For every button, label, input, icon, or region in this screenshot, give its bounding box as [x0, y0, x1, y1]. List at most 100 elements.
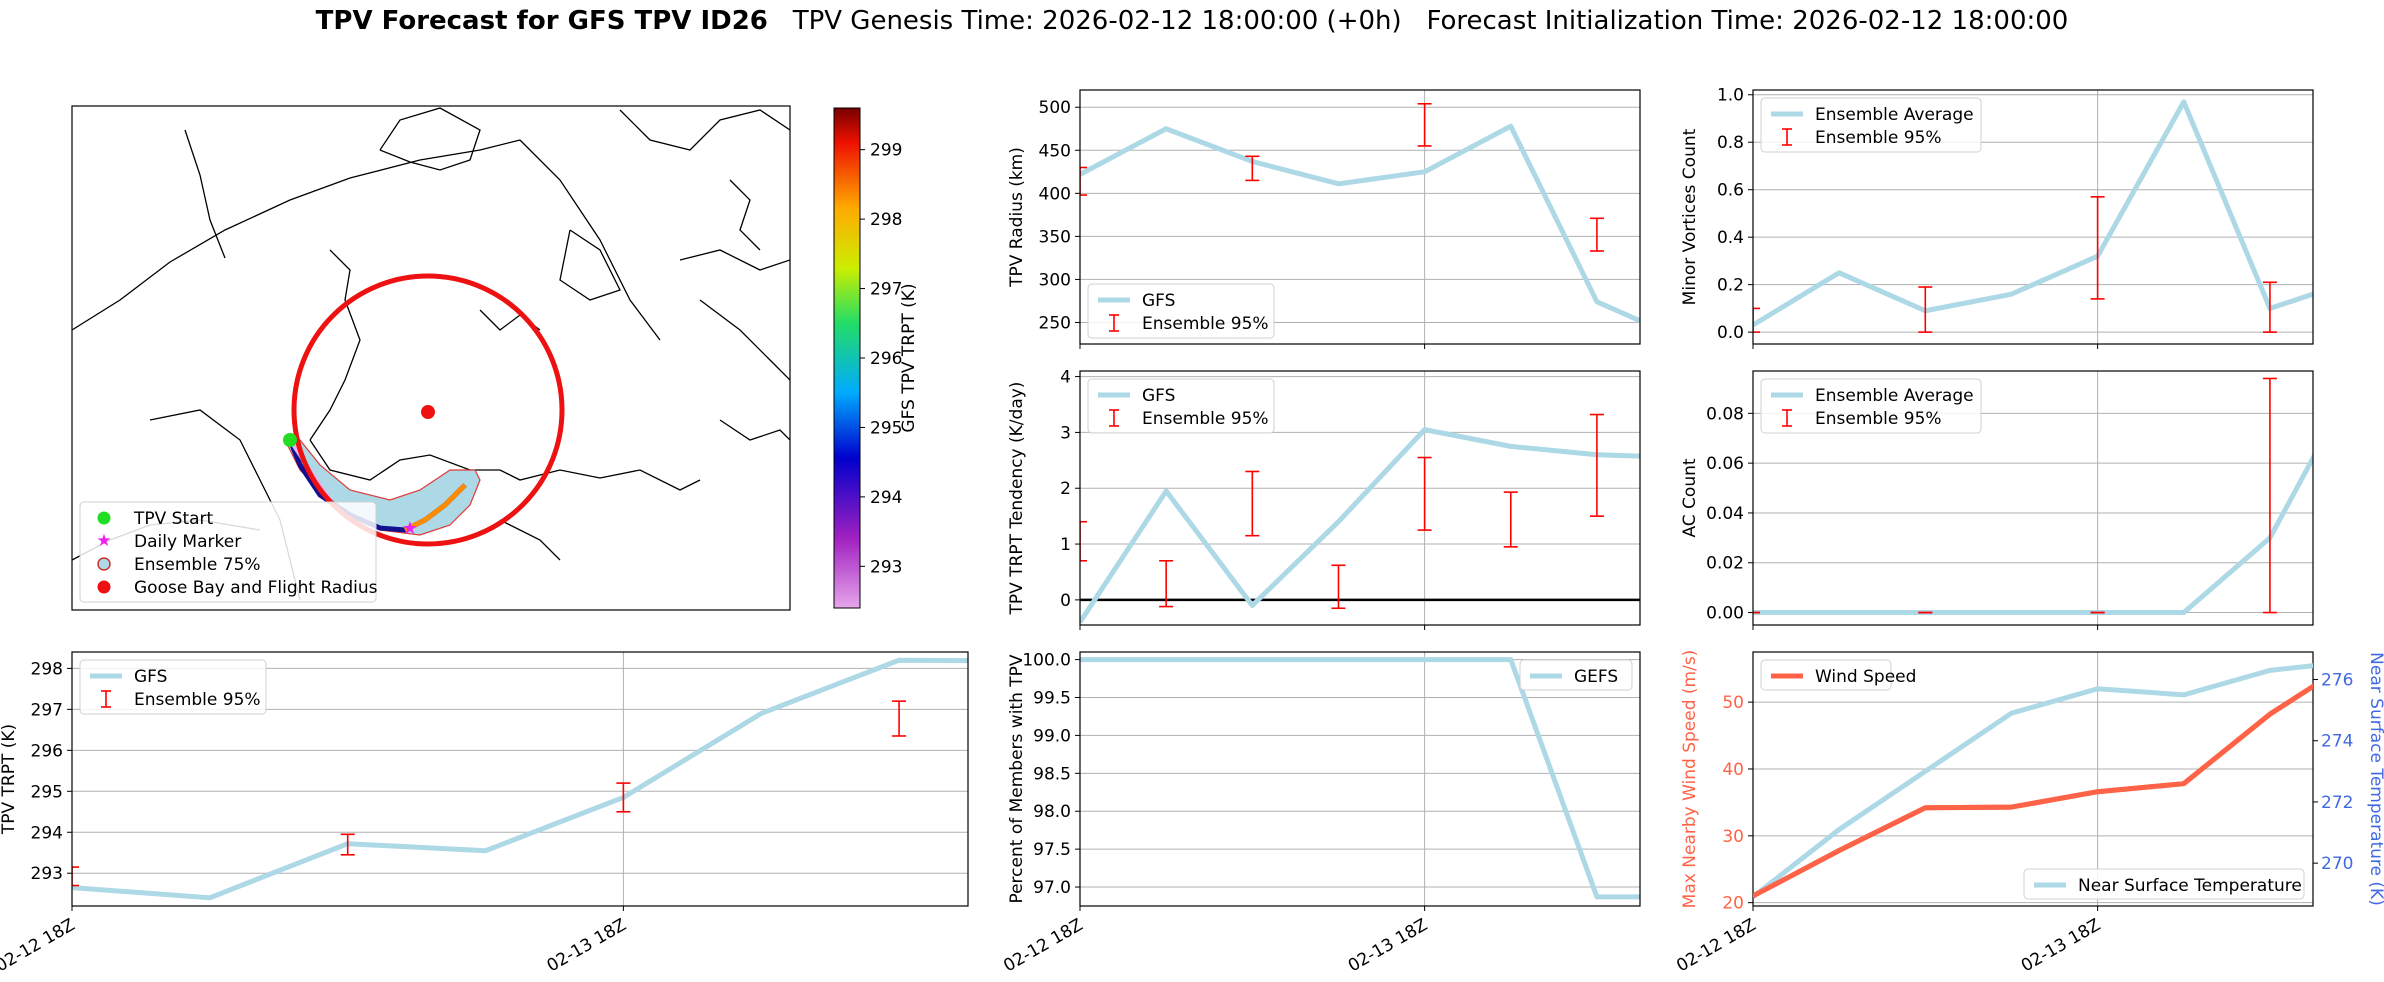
legend-label: Ensemble Average — [1815, 386, 1974, 406]
y-tick-label: 0.06 — [1706, 454, 1744, 474]
x-tick-label: 02-13 18Z — [2018, 915, 2104, 976]
y-axis-label: Minor Vortices Count — [1680, 128, 1700, 305]
errorbar — [2262, 281, 2277, 333]
legend-marker-ensemble — [97, 557, 111, 571]
y-tick-label: 99.5 — [1033, 688, 1071, 708]
daily-marker: ★ — [402, 518, 418, 539]
coastline-path — [699, 299, 790, 381]
errorbar — [1503, 491, 1518, 548]
series-line-gfs — [72, 657, 968, 901]
y-axis-label: TPV TRPT Tendency (K/day) — [1007, 382, 1027, 616]
x-tick-label: 02-13 18Z — [544, 915, 630, 976]
legend-marker-daily: ★ — [96, 531, 111, 551]
map-legend: TPV Start ★ Daily Marker Ensemble 75% Goose … — [79, 501, 378, 603]
y-tick-label: 400 — [1039, 184, 1071, 204]
y-tick-label: 30 — [1722, 827, 1744, 847]
x-tick-label: 02-13 18Z — [1345, 915, 1431, 976]
axes-frame — [1079, 370, 1641, 626]
legend-members: GEFS — [1519, 659, 1633, 691]
legend-label: Ensemble 95% — [134, 690, 261, 710]
goose-bay-marker — [421, 405, 435, 419]
y-tick-label-right: 274 — [2321, 732, 2353, 752]
coastline-path — [719, 419, 790, 441]
y-tick-label: 0.08 — [1706, 404, 1744, 424]
y-tick-label: 0.8 — [1717, 133, 1744, 153]
flight-radius-circle — [291, 273, 565, 547]
legend-label: Ensemble Average — [1815, 105, 1974, 125]
panel-wind: 20 30 40 50 02-12 18Z 02-13 18Z Max Nearby Win… — [1673, 650, 2384, 977]
colorbar-tick-label: 296 — [870, 349, 902, 369]
legend-label: GFS — [134, 667, 167, 687]
coastline-path — [309, 439, 701, 491]
panel-tendency: 0 1 2 3 4 TPV TRPT Tendency (K/day) — [1007, 368, 1641, 630]
legend-label: GFS — [1142, 386, 1175, 406]
errorbar — [1245, 155, 1260, 182]
colorbar-label: GFS TPV TRPT (K) — [899, 283, 919, 432]
y-axis-label: Max Nearby Wind Speed (m/s) — [1680, 650, 1700, 909]
legend-label: Ensemble 95% — [1142, 409, 1269, 429]
y-tick-label-right: 272 — [2321, 793, 2353, 813]
y-tick-label: 0.6 — [1717, 181, 1744, 201]
y-axis-label: Percent of Members with TPV — [1007, 654, 1027, 903]
y-tick-label: 100.0 — [1022, 651, 1071, 671]
series-line-ensemble-average — [1753, 452, 2313, 616]
errorbar — [616, 782, 631, 813]
tpv-start-marker — [283, 433, 297, 447]
errorbar — [1331, 564, 1346, 610]
y-tick-label: 1.0 — [1717, 86, 1744, 106]
y-tick-label: 97.0 — [1033, 878, 1071, 898]
axes-frame — [1752, 89, 2314, 345]
axes-frame — [1752, 651, 2314, 907]
y-tick-label: 350 — [1039, 227, 1071, 247]
legend-label: Ensemble 75% — [134, 555, 261, 575]
legend-label: TPV Start — [133, 509, 214, 529]
errorbar — [2090, 196, 2105, 300]
series-line-wind-speed — [1753, 683, 2313, 899]
figure-title-bold: TPV Forecast for GFS TPV ID26 — [315, 6, 768, 36]
panel-members: 97.0 97.5 98.0 98.5 99.0 99.5 100.0 02-12 18Z 02… — [1000, 651, 1641, 976]
y-tick-label: 296 — [31, 741, 63, 761]
legend-radius: GFS Ensemble 95% — [1087, 283, 1275, 339]
y-tick-label: 0 — [1060, 591, 1071, 611]
legend-wind: Wind Speed — [1760, 659, 1916, 691]
y-tick-label: 0.00 — [1706, 604, 1744, 624]
colorbar-tick-label: 294 — [870, 488, 902, 508]
legend-minor: Ensemble Average Ensemble 95% — [1760, 97, 1982, 153]
colorbar-tick-label: 297 — [870, 280, 902, 300]
y-tick-label: 98.5 — [1033, 764, 1071, 784]
y-tick-label: 297 — [31, 700, 63, 720]
legend-marker-tpv-start — [97, 511, 111, 525]
coastline-path — [619, 109, 790, 151]
colorbar-tick-label: 295 — [870, 418, 902, 438]
errorbar — [1417, 456, 1432, 531]
y-tick-label: 0.0 — [1717, 323, 1744, 343]
series-line-near-surface-temperature — [1753, 663, 2313, 899]
legend-label: Goose Bay and Flight Radius — [134, 578, 378, 598]
legend-label: GEFS — [1574, 667, 1618, 687]
errorbar — [1753, 307, 1760, 333]
coastline-path — [379, 107, 481, 171]
y-tick-label: 4 — [1060, 368, 1071, 388]
map-panel: ★ TPV Start ★ Daily Marker Ensemble 75% Goose… — [71, 105, 919, 611]
y-tick-label: 97.5 — [1033, 840, 1071, 860]
y-tick-label: 293 — [31, 864, 63, 884]
legend-trpt: GFS Ensemble 95% — [79, 659, 267, 715]
errorbar — [340, 833, 355, 856]
panel-ac: 0.00 0.02 0.04 0.06 0.08 AC Count — [1680, 370, 2314, 630]
errorbar — [1245, 470, 1260, 537]
map-frame — [71, 105, 791, 611]
y-tick-label: 1 — [1060, 535, 1071, 555]
coastline-path — [499, 519, 561, 561]
y-tick-label: 298 — [31, 659, 63, 679]
legend-wind-temp: Near Surface Temperature — [2023, 868, 2305, 900]
y-tick-label: 40 — [1722, 760, 1744, 780]
y-axis-label-right: Near Surface Temperature (K) — [2366, 652, 2384, 906]
x-tick-label: 02-12 18Z — [1000, 915, 1086, 976]
coastline-path — [184, 129, 226, 259]
legend-label: Daily Marker — [134, 532, 241, 552]
series-line-wind-speed — [1753, 683, 2313, 899]
legend-frame — [79, 501, 377, 603]
series-line-ensemble-average — [1753, 99, 2313, 328]
legend-frame — [1760, 659, 1892, 691]
